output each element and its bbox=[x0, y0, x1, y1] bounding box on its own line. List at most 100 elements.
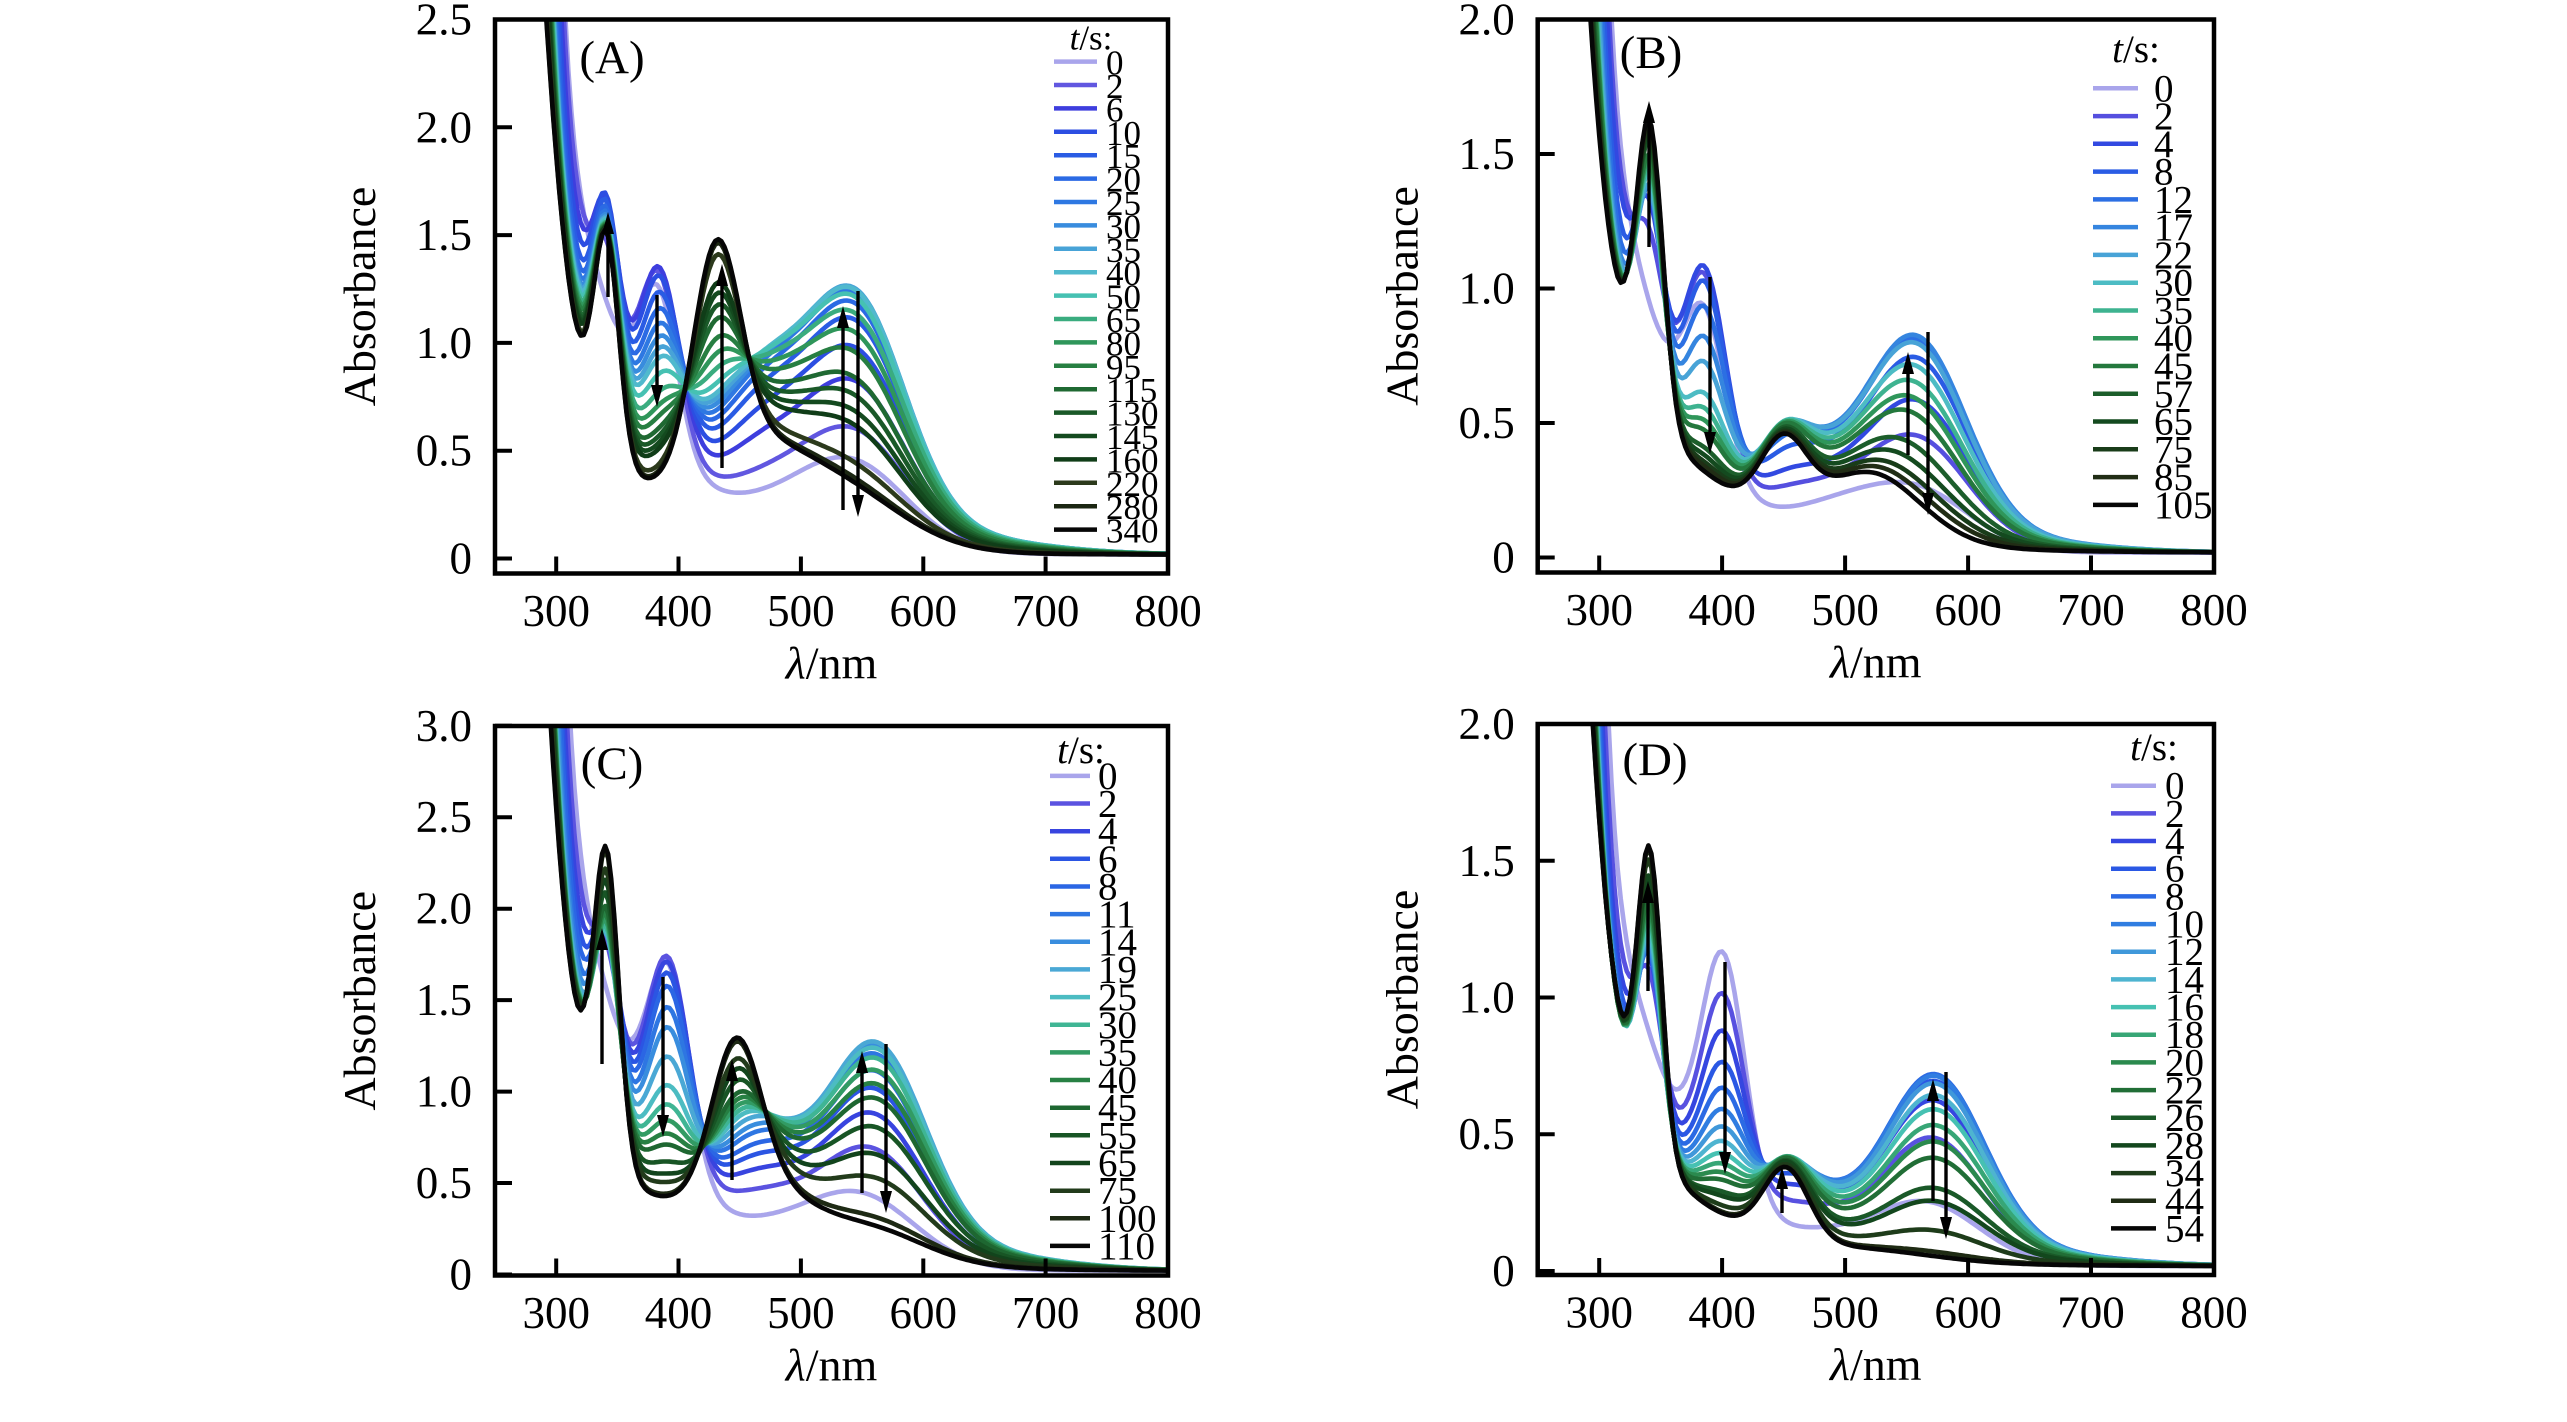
svg-text:2.0: 2.0 bbox=[416, 884, 472, 934]
svg-text:1.0: 1.0 bbox=[1458, 973, 1514, 1023]
svg-text:30: 30 bbox=[1106, 207, 1141, 246]
svg-text:700: 700 bbox=[2057, 585, 2125, 635]
svg-text:600: 600 bbox=[1934, 585, 2002, 635]
svg-text:(D): (D) bbox=[1622, 734, 1687, 786]
svg-text:145: 145 bbox=[1106, 418, 1159, 457]
svg-text:4: 4 bbox=[1098, 810, 1118, 853]
svg-text:44: 44 bbox=[2165, 1180, 2204, 1223]
svg-text:12: 12 bbox=[2165, 931, 2204, 974]
svg-text:4: 4 bbox=[2165, 820, 2185, 863]
svg-text:2: 2 bbox=[1106, 67, 1124, 106]
svg-text:t/s:: t/s: bbox=[2130, 726, 2178, 769]
svg-text:t/s:: t/s: bbox=[1070, 19, 1113, 58]
svg-text:800: 800 bbox=[1134, 586, 1202, 636]
svg-text:0: 0 bbox=[2154, 67, 2174, 110]
svg-text:50: 50 bbox=[1106, 278, 1141, 317]
svg-text:400: 400 bbox=[1688, 585, 1756, 635]
svg-text:45: 45 bbox=[1098, 1087, 1137, 1130]
svg-text:2: 2 bbox=[2154, 95, 2174, 138]
svg-text:λ/nm: λ/nm bbox=[784, 1340, 878, 1391]
svg-text:2: 2 bbox=[1098, 783, 1118, 826]
svg-text:4: 4 bbox=[2154, 123, 2174, 166]
svg-text:65: 65 bbox=[2154, 401, 2193, 444]
svg-text:16: 16 bbox=[2165, 986, 2204, 1029]
svg-text:115: 115 bbox=[1106, 371, 1157, 410]
svg-text:λ/nm: λ/nm bbox=[1828, 637, 1922, 688]
svg-text:2.5: 2.5 bbox=[416, 0, 472, 45]
svg-text:(C): (C) bbox=[581, 738, 644, 790]
svg-text:2.0: 2.0 bbox=[1458, 0, 1514, 45]
svg-text:57: 57 bbox=[2154, 373, 2193, 416]
svg-text:20: 20 bbox=[2165, 1041, 2204, 1084]
svg-text:40: 40 bbox=[1106, 254, 1141, 293]
svg-text:14: 14 bbox=[1098, 921, 1137, 964]
svg-text:λ/nm: λ/nm bbox=[1828, 1339, 1922, 1390]
svg-text:500: 500 bbox=[767, 1288, 835, 1338]
svg-text:65: 65 bbox=[1106, 301, 1141, 340]
svg-text:105: 105 bbox=[2154, 484, 2213, 527]
svg-text:Absorbance: Absorbance bbox=[1377, 186, 1428, 406]
svg-text:25: 25 bbox=[1106, 184, 1141, 223]
svg-text:0: 0 bbox=[1098, 755, 1118, 798]
svg-text:65: 65 bbox=[1098, 1142, 1137, 1185]
svg-text:80: 80 bbox=[1106, 324, 1141, 363]
svg-text:0: 0 bbox=[1106, 44, 1124, 83]
svg-text:40: 40 bbox=[2154, 317, 2193, 360]
svg-text:14: 14 bbox=[2165, 958, 2204, 1001]
svg-text:600: 600 bbox=[1934, 1288, 2002, 1338]
svg-text:2: 2 bbox=[2165, 792, 2185, 835]
svg-text:160: 160 bbox=[1106, 441, 1159, 480]
svg-text:8: 8 bbox=[2165, 875, 2185, 918]
svg-text:340: 340 bbox=[1106, 512, 1159, 551]
svg-text:35: 35 bbox=[1106, 231, 1141, 270]
svg-text:0: 0 bbox=[450, 1250, 473, 1300]
svg-text:2.5: 2.5 bbox=[416, 792, 472, 842]
svg-text:1.5: 1.5 bbox=[1458, 129, 1514, 179]
svg-text:1.0: 1.0 bbox=[1458, 264, 1514, 314]
svg-text:75: 75 bbox=[1098, 1170, 1137, 1213]
svg-text:500: 500 bbox=[1811, 585, 1879, 635]
svg-text:0.5: 0.5 bbox=[416, 1158, 472, 1208]
svg-text:22: 22 bbox=[2165, 1069, 2204, 1112]
svg-text:500: 500 bbox=[1811, 1288, 1879, 1338]
svg-text:34: 34 bbox=[2165, 1152, 2204, 1195]
svg-text:130: 130 bbox=[1106, 395, 1159, 434]
svg-text:0.5: 0.5 bbox=[1458, 398, 1514, 448]
svg-text:700: 700 bbox=[1012, 586, 1080, 636]
svg-text:600: 600 bbox=[890, 1288, 958, 1338]
svg-text:28: 28 bbox=[2165, 1124, 2204, 1167]
svg-text:55: 55 bbox=[1098, 1114, 1137, 1157]
svg-text:6: 6 bbox=[2165, 848, 2185, 891]
svg-text:100: 100 bbox=[1098, 1197, 1157, 1240]
svg-text:220: 220 bbox=[1106, 465, 1159, 504]
svg-text:8: 8 bbox=[1098, 866, 1118, 909]
svg-text:26: 26 bbox=[2165, 1097, 2204, 1140]
svg-text:800: 800 bbox=[2180, 1288, 2248, 1338]
svg-text:10: 10 bbox=[2165, 903, 2204, 946]
svg-text:45: 45 bbox=[2154, 345, 2193, 388]
svg-text:30: 30 bbox=[2154, 262, 2193, 305]
svg-text:500: 500 bbox=[767, 586, 835, 636]
svg-text:800: 800 bbox=[1134, 1288, 1202, 1338]
svg-text:6: 6 bbox=[1106, 90, 1124, 129]
svg-text:20: 20 bbox=[1106, 161, 1141, 200]
svg-text:35: 35 bbox=[2154, 290, 2193, 333]
svg-text:300: 300 bbox=[1565, 585, 1633, 635]
svg-text:10: 10 bbox=[1106, 114, 1141, 153]
svg-text:700: 700 bbox=[2057, 1288, 2125, 1338]
svg-text:25: 25 bbox=[1098, 976, 1137, 1019]
svg-text:1.5: 1.5 bbox=[416, 210, 472, 260]
svg-text:18: 18 bbox=[2165, 1014, 2204, 1057]
svg-text:0.5: 0.5 bbox=[416, 426, 472, 476]
svg-text:110: 110 bbox=[1098, 1225, 1155, 1268]
svg-text:0: 0 bbox=[2165, 765, 2185, 808]
svg-text:0.5: 0.5 bbox=[1458, 1109, 1514, 1159]
svg-text:1.5: 1.5 bbox=[1458, 836, 1514, 886]
svg-text:700: 700 bbox=[1012, 1288, 1080, 1338]
svg-text:40: 40 bbox=[1098, 1059, 1137, 1102]
svg-text:280: 280 bbox=[1106, 488, 1159, 527]
svg-text:800: 800 bbox=[2180, 585, 2248, 635]
svg-text:2.0: 2.0 bbox=[1458, 699, 1514, 749]
svg-text:(A): (A) bbox=[579, 32, 644, 84]
svg-text:Absorbance: Absorbance bbox=[334, 891, 385, 1111]
